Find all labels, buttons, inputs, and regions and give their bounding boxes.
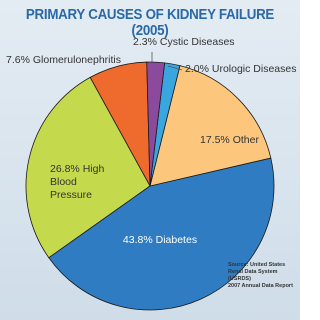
chart-title: PRIMARY CAUSES OF KIDNEY FAILURE (2005): [25, 7, 275, 39]
value-label: 26.8%: [50, 163, 80, 175]
slice-label: 26.8% High Blood Pressure: [50, 163, 120, 202]
chart: PRIMARY CAUSES OF KIDNEY FAILURE (2005) …: [0, 0, 300, 320]
value-label: 17.5%: [200, 134, 230, 146]
slice-label: 2.0% Urologic Diseases: [185, 63, 300, 76]
pie-slice: [149, 65, 272, 187]
slice-label: 17.5% Other: [200, 134, 280, 147]
category-label: Urologic Diseases: [211, 63, 297, 75]
pie-slice: [146, 61, 166, 187]
category-label: Glomerulonephritis: [32, 54, 121, 66]
category-label: Cystic Diseases: [159, 36, 235, 48]
source-note: Source: United States Renal Data System …: [228, 262, 300, 290]
source-line: 2007 Annual Data Report: [228, 283, 293, 289]
category-label: Other: [232, 134, 259, 146]
value-label: 2.3%: [133, 36, 157, 48]
slice-label: 7.6% Glomerulonephritis: [6, 54, 136, 67]
value-label: 43.8%: [122, 234, 153, 246]
slice-label: 2.3% Cystic Diseases: [133, 36, 283, 49]
leader-line: [167, 65, 183, 71]
category-label: Diabetes: [155, 234, 198, 246]
pie-slice: [25, 76, 151, 259]
pie-area: [25, 52, 275, 311]
category-label: High Blood Pressure: [50, 163, 105, 201]
source-line: Source: United States: [228, 262, 286, 268]
slice-label: 43.8% Diabetes: [100, 234, 220, 247]
value-label: 2.0%: [185, 63, 209, 75]
pie-slice: [48, 157, 275, 311]
source-line: Renal Data System (USRDS): [228, 269, 278, 282]
value-label: 7.6%: [6, 54, 30, 66]
